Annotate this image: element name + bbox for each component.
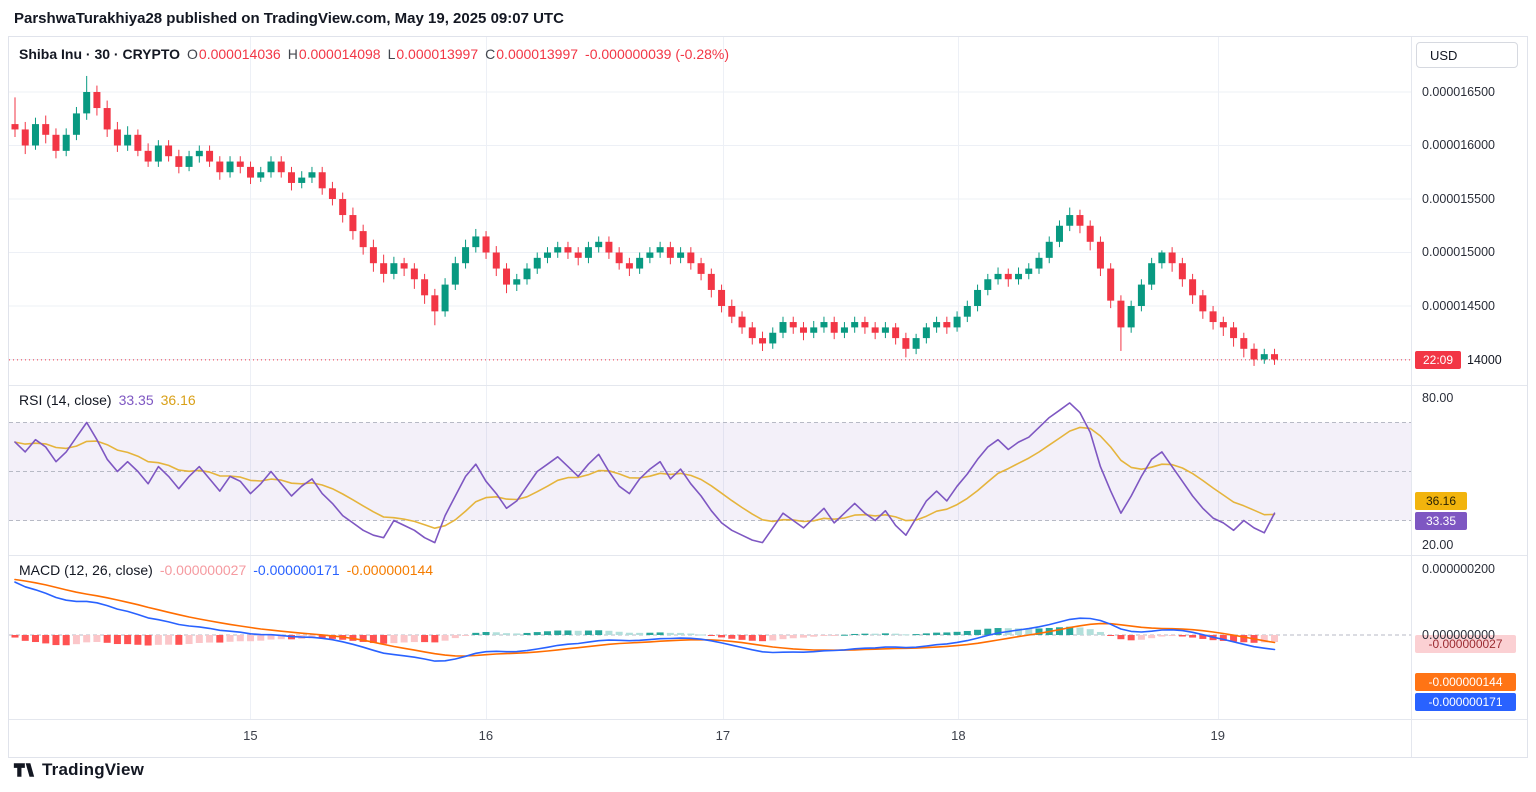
rsi-value: 33.35 <box>118 392 154 408</box>
tradingview-logo-icon <box>13 763 35 777</box>
currency-toggle-button[interactable]: USD <box>1416 42 1518 68</box>
ohlc-low-value: 0.000013997 <box>396 46 479 62</box>
price-legend: Shiba Inu · 30 · CRYPTO O 0.000014036 H … <box>19 46 736 62</box>
price-axis[interactable]: USD 22:09 14000 36.16 33.35 -0.000000027… <box>1411 37 1527 757</box>
macd-indicator-title[interactable]: MACD (12, 26, close) <box>19 562 153 578</box>
panel-separator <box>9 719 1527 720</box>
macd-signal-value: -0.000000144 <box>346 562 434 578</box>
macd-signal-badge: -0.000000144 <box>1415 673 1516 691</box>
change-value: -0.000000039 (-0.28%) <box>585 46 730 62</box>
time-axis-label: 19 <box>1210 728 1225 743</box>
macd-chart-canvas[interactable] <box>9 555 1411 719</box>
rsi-ma-value: 36.16 <box>160 392 196 408</box>
ohlc-open-label: O <box>187 46 198 62</box>
macd-histogram-badge: -0.000000027 <box>1415 635 1516 653</box>
macd-line-value: -0.000000171 <box>253 562 340 578</box>
axis-label: 0.000000200 <box>1422 562 1495 576</box>
axis-label: 20.00 <box>1422 538 1454 552</box>
ohlc-close-label: C <box>485 46 496 62</box>
rsi-legend: RSI (14, close) 33.35 36.16 <box>19 392 203 408</box>
rsi-indicator-title[interactable]: RSI (14, close) <box>19 392 112 408</box>
macd-line-badge: -0.000000171 <box>1415 693 1516 711</box>
time-axis-label: 17 <box>715 728 731 743</box>
publish-attribution: ParshwaTurakhiya28 published on TradingV… <box>14 10 564 27</box>
rsi-value-badge: 33.35 <box>1415 512 1467 530</box>
time-axis-label: 16 <box>478 728 494 743</box>
time-axis-label: 18 <box>951 728 966 743</box>
axis-label: 0.000016000 <box>1422 138 1495 153</box>
axis-label: 0.000015000 <box>1422 245 1495 260</box>
ohlc-high-label: H <box>287 46 298 62</box>
panel-separator[interactable] <box>9 385 1527 386</box>
time-axis[interactable]: 15 16 17 18 19 <box>9 719 1411 757</box>
last-price-label: 14000 <box>1467 353 1502 367</box>
bar-countdown-badge: 22:09 <box>1415 351 1461 369</box>
price-axis-separator <box>1411 37 1412 757</box>
rsi-chart-canvas[interactable] <box>9 385 1411 555</box>
panel-separator[interactable] <box>9 555 1527 556</box>
symbol-title[interactable]: Shiba Inu · 30 · CRYPTO <box>19 46 181 62</box>
axis-label: 80.00 <box>1422 391 1454 405</box>
ohlc-close-value: 0.000013997 <box>496 46 579 62</box>
macd-legend: MACD (12, 26, close) -0.000000027 -0.000… <box>19 562 440 578</box>
footer-brand[interactable]: TradingView <box>13 760 144 780</box>
time-axis-label: 15 <box>243 728 258 743</box>
ohlc-high-value: 0.000014098 <box>298 46 381 62</box>
axis-label: 0.000015500 <box>1422 191 1495 206</box>
ohlc-open-value: 0.000014036 <box>198 46 281 62</box>
rsi-ma-badge: 36.16 <box>1415 492 1467 510</box>
ohlc-low-label: L <box>387 46 396 62</box>
axis-label: 0.000000000 <box>1422 628 1495 642</box>
chart-frame: Shiba Inu · 30 · CRYPTO O 0.000014036 H … <box>8 36 1528 758</box>
brand-name: TradingView <box>42 760 145 779</box>
axis-label: 0.000014500 <box>1422 298 1495 313</box>
macd-histogram-value: -0.000000027 <box>159 562 247 578</box>
price-chart-canvas[interactable] <box>9 37 1411 385</box>
axis-label: 0.000016500 <box>1422 84 1495 99</box>
